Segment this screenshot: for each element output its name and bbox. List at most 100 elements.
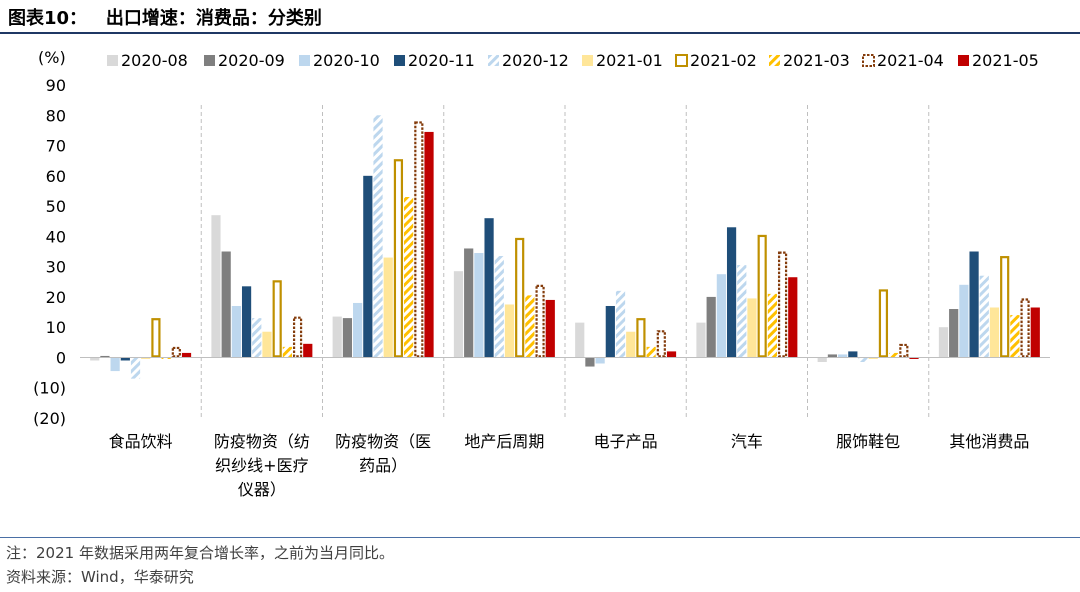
legend-label: 2020-09	[218, 51, 285, 70]
legend-label: 2020-10	[313, 51, 380, 70]
bar	[868, 357, 878, 359]
bar	[424, 131, 434, 358]
bar	[453, 271, 464, 358]
bars	[90, 115, 1040, 379]
y-tick-label: (20)	[33, 409, 66, 428]
y-axis: (%) (20) (10) 0 10 20 30 40 50 60 70 80 90	[33, 48, 66, 428]
y-tick-label: 40	[46, 227, 66, 246]
legend-swatch	[862, 54, 875, 67]
bar	[899, 343, 909, 358]
bar	[889, 352, 899, 358]
bar	[515, 237, 525, 358]
bar	[484, 218, 494, 358]
bar	[848, 351, 858, 358]
footnote: 注：2021 年数据采用两年复合增长率，之前为当月同比。	[6, 544, 394, 562]
bar	[949, 309, 959, 358]
legend-swatch	[204, 55, 215, 66]
bar	[1030, 307, 1040, 358]
bar	[726, 227, 737, 358]
x-category-label: 其他消费品	[949, 432, 1029, 451]
legend-swatch	[958, 55, 969, 66]
y-tick-label: 50	[46, 197, 66, 216]
bar	[383, 257, 393, 358]
legend-swatch	[582, 55, 593, 66]
bar	[788, 277, 798, 358]
y-unit-label: (%)	[38, 48, 66, 67]
bar	[535, 284, 545, 358]
bar	[373, 115, 383, 358]
bar	[838, 354, 848, 358]
header-rule	[0, 32, 1080, 34]
bar	[342, 318, 353, 358]
x-category-label: 防疫物资（医	[335, 432, 431, 451]
legend-swatch	[675, 54, 688, 67]
figure-title: 图表10： 出口增速：消费品：分类别	[8, 8, 322, 29]
legend-label: 2021-03	[783, 51, 850, 70]
y-tick-label: (10)	[33, 379, 66, 398]
bar	[353, 302, 363, 358]
x-category-label: 电子产品	[594, 432, 658, 451]
bar	[303, 343, 313, 358]
legend-swatch	[488, 55, 499, 66]
bar	[211, 215, 221, 358]
bar	[636, 318, 646, 358]
y-tick-label: 10	[46, 318, 66, 337]
y-tick-label: 70	[46, 137, 66, 156]
legend-label: 2021-01	[596, 51, 663, 70]
legend-label: 2020-11	[408, 51, 475, 70]
bar	[817, 357, 827, 362]
bar	[181, 352, 192, 358]
bar	[878, 289, 889, 358]
legend-swatch	[769, 55, 780, 66]
legend-label: 2020-08	[121, 51, 188, 70]
bar	[272, 280, 282, 358]
bar	[706, 296, 716, 358]
bar	[969, 251, 979, 358]
bar	[494, 256, 504, 358]
bar	[615, 290, 626, 358]
bar	[767, 293, 777, 358]
bar	[100, 355, 110, 358]
y-tick-label: 0	[56, 348, 66, 367]
y-tick-label: 90	[46, 76, 66, 95]
bar	[605, 305, 615, 358]
bar	[262, 331, 272, 358]
bar	[241, 286, 252, 358]
bar	[363, 175, 373, 358]
figure-header: 图表10： 出口增速：消费品：分类别	[0, 0, 1080, 34]
footer-rule	[0, 537, 1080, 538]
x-category-label: 汽车	[731, 432, 763, 451]
bar	[120, 357, 130, 361]
bar	[827, 354, 838, 358]
bar	[414, 121, 424, 358]
y-tick-label: 80	[46, 106, 66, 125]
bar-chart: 2020-08 2020-09 2020-10 2020-11 2020-12 2021-…	[33, 48, 1050, 499]
x-category-label: 药品）	[359, 456, 407, 475]
bar	[696, 322, 706, 358]
bar	[231, 305, 241, 358]
bar	[292, 316, 303, 358]
legend: 2020-08 2020-09 2020-10 2020-11 2020-12 2021-…	[107, 51, 1039, 70]
bar	[151, 318, 161, 358]
bar	[171, 346, 181, 358]
bar	[252, 318, 262, 358]
bar	[777, 251, 788, 358]
bar	[545, 299, 555, 358]
bar	[666, 351, 677, 358]
bar	[757, 234, 767, 358]
bar	[989, 307, 1000, 358]
legend-label: 2021-02	[690, 51, 757, 70]
bar	[282, 346, 292, 358]
x-category-label: 食品饮料	[109, 432, 173, 451]
bar	[504, 304, 515, 358]
bar	[646, 346, 656, 358]
y-tick-label: 30	[46, 258, 66, 277]
x-category-label: 仪器）	[238, 480, 286, 499]
bar	[525, 295, 535, 358]
bar	[626, 331, 636, 358]
bar	[737, 265, 747, 358]
legend-swatch	[107, 55, 118, 66]
x-category-label: 服饰鞋包	[836, 432, 900, 451]
bar	[110, 357, 120, 372]
bar	[393, 159, 404, 358]
